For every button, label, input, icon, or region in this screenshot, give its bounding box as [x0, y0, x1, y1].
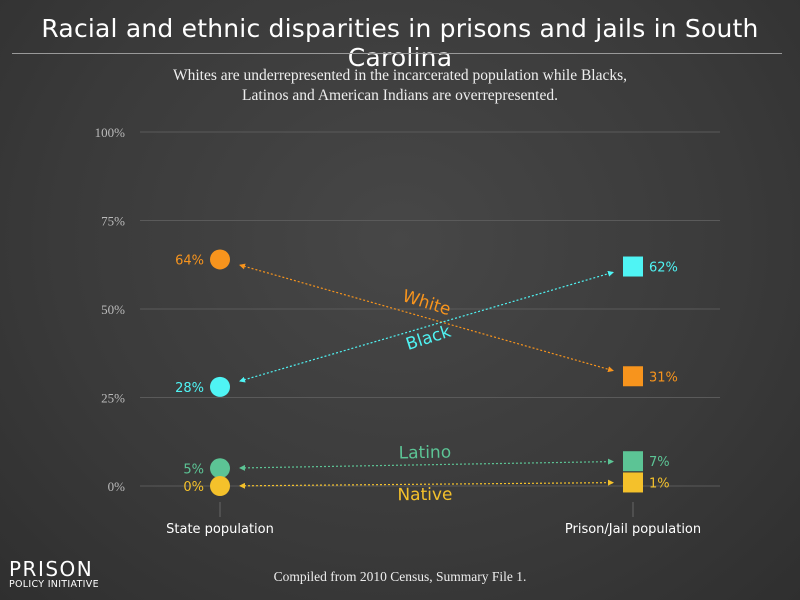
data-label: 5%	[183, 462, 204, 477]
black-state-marker	[210, 376, 230, 397]
native-series-label: Native	[397, 485, 452, 506]
y-tick-label: 100%	[95, 125, 126, 140]
prison-policy-initiative-logo: PRISON POLICY INITIATIVE	[9, 559, 99, 590]
latino-state-marker	[210, 458, 230, 479]
category-label: State population	[166, 522, 274, 537]
chart-title: Racial and ethnic disparities in prisons…	[41, 14, 759, 72]
title-divider	[12, 53, 782, 54]
logo-line1: PRISON	[9, 557, 94, 581]
y-tick-label: 75%	[101, 214, 125, 229]
white-connector	[239, 263, 614, 373]
native-prison-marker	[623, 472, 643, 493]
data-label: 0%	[183, 480, 204, 495]
y-tick-label: 50%	[101, 302, 125, 317]
black-prison-marker	[623, 256, 643, 277]
y-tick-label: 25%	[101, 391, 125, 406]
data-label: 1%	[649, 476, 670, 491]
latino-prison-marker	[623, 451, 643, 472]
y-tick-label: 0%	[108, 479, 126, 494]
latino-series-label: Latino	[398, 443, 451, 464]
data-label: 7%	[649, 455, 670, 470]
data-label: 62%	[649, 261, 678, 276]
chart-subtitle: Whites are underrepresented in the incar…	[172, 67, 628, 104]
white-series-label: White	[400, 286, 453, 320]
native-state-marker	[210, 476, 230, 496]
category-label: Prison/Jail population	[565, 522, 701, 537]
logo-line2: POLICY INITIATIVE	[9, 579, 99, 590]
white-state-marker	[210, 249, 230, 270]
white-prison-marker	[623, 366, 643, 387]
black-connector	[239, 270, 614, 383]
data-label: 28%	[175, 381, 204, 396]
data-label: 31%	[649, 370, 678, 385]
data-label: 64%	[175, 253, 204, 268]
source-note: Compiled from 2010 Census, Summary File …	[273, 569, 527, 584]
